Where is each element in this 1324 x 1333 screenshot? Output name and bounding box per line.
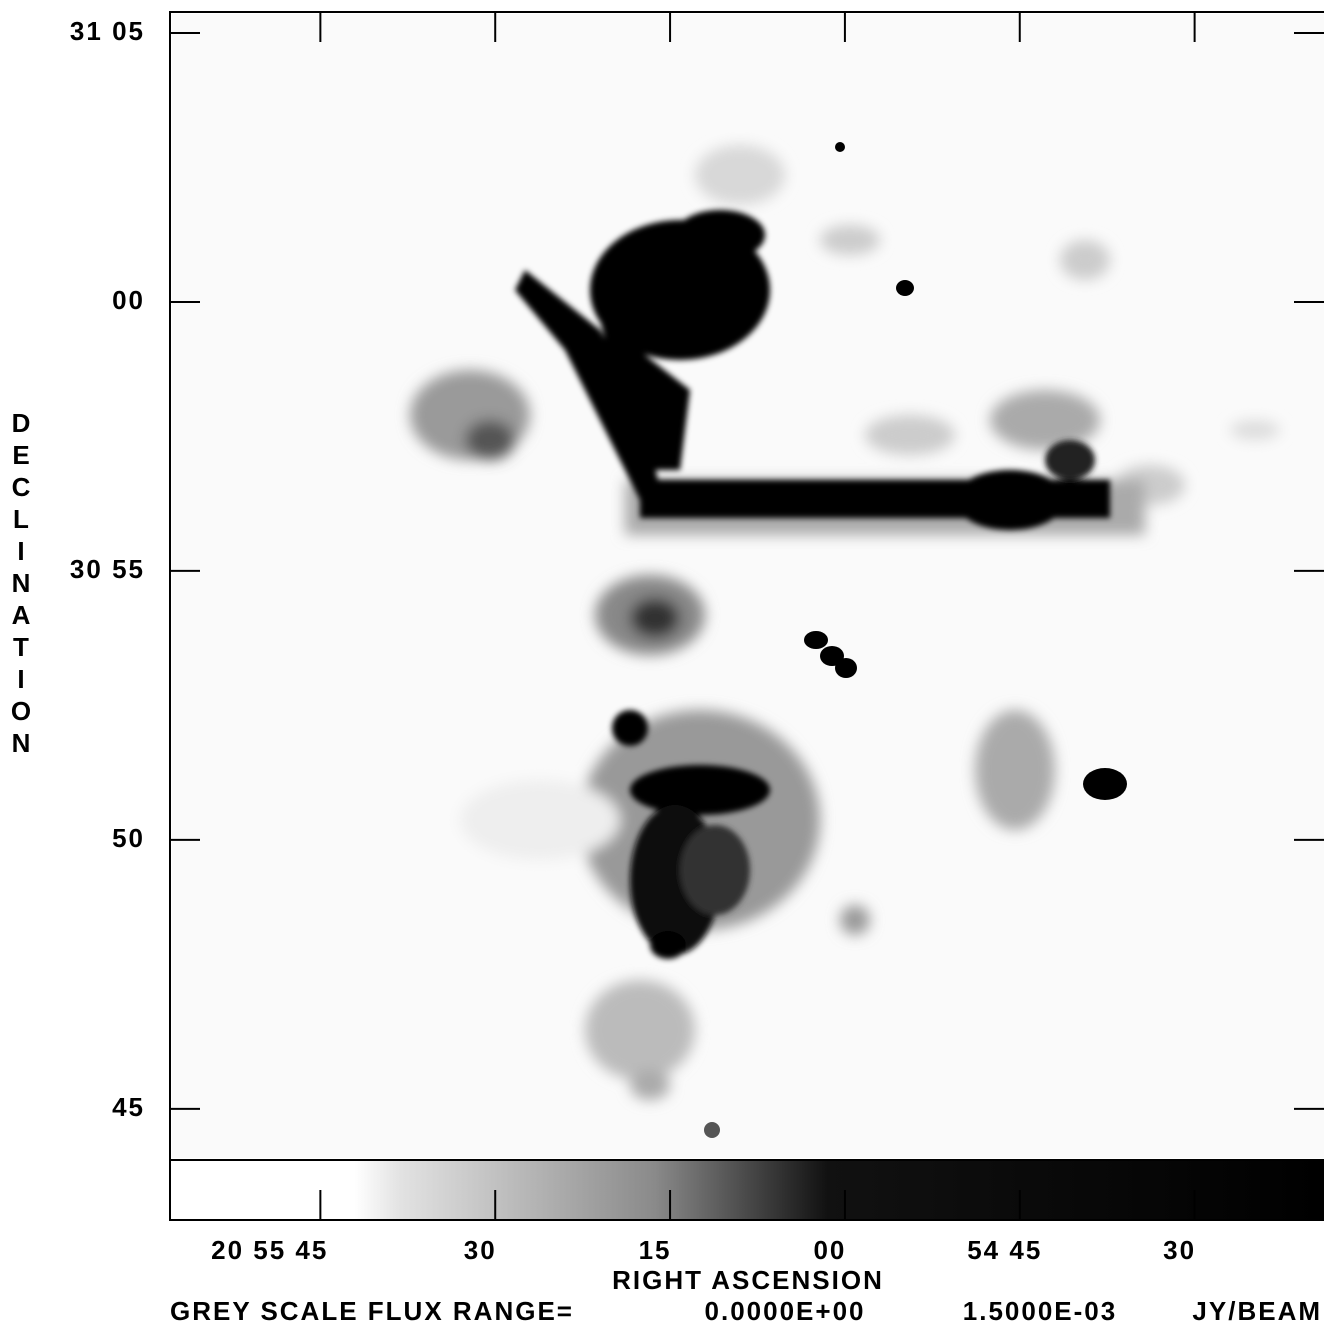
- x-tick-label: 30: [464, 1235, 497, 1265]
- y-tick-label: 31 05: [70, 16, 145, 46]
- colorbar-title: GREY SCALE FLUX RANGE=: [170, 1296, 574, 1326]
- colorbar-unit: JY/BEAM: [1192, 1296, 1322, 1326]
- x-tick-label: 20 55 45: [211, 1235, 328, 1265]
- y-tick-label: 30 55: [70, 554, 145, 584]
- y-tick-label: 00: [112, 285, 145, 315]
- colorbar-max: 1.5000E-03: [963, 1296, 1117, 1326]
- colorbar-min: 0.0000E+00: [705, 1296, 866, 1326]
- grey-map: [172, 14, 1324, 1158]
- x-tick-label: 15: [639, 1235, 672, 1265]
- plot-frame: [169, 11, 1324, 1221]
- colorbar: [170, 1160, 1324, 1220]
- y-tick-label: 45: [112, 1092, 145, 1122]
- x-axis-label: RIGHT ASCENSION: [612, 1265, 884, 1295]
- x-tick-label: 30: [1163, 1235, 1196, 1265]
- x-tick-label: 54 45: [967, 1235, 1042, 1265]
- x-tick-label: 00: [813, 1235, 846, 1265]
- y-tick-label: 50: [112, 823, 145, 853]
